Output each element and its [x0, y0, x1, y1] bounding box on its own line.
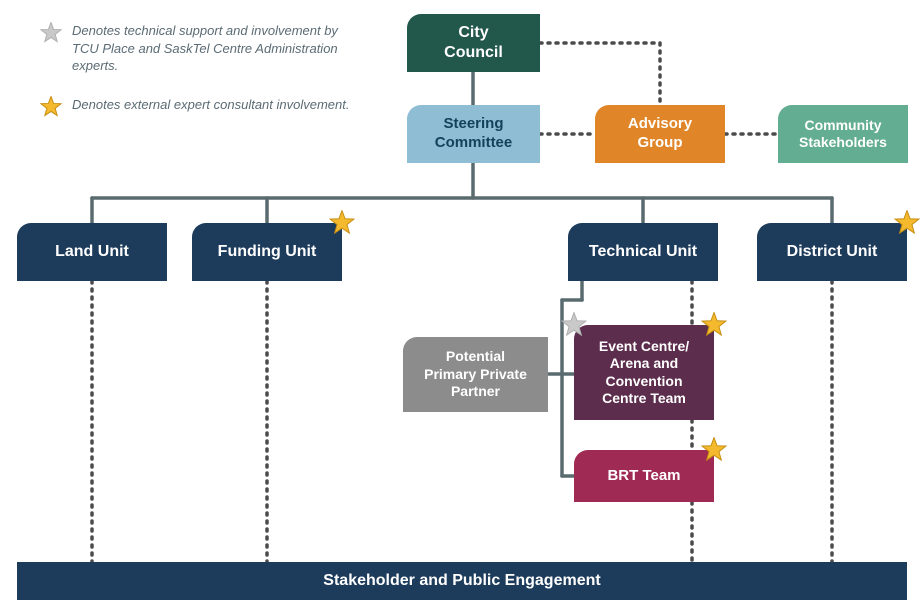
node-label: CommunityStakeholders	[799, 117, 887, 152]
node-city-council: CityCouncil	[407, 14, 540, 72]
node-label: Stakeholder and Public Engagement	[323, 571, 600, 591]
node-land-unit: Land Unit	[17, 223, 167, 281]
node-stakeholders: CommunityStakeholders	[778, 105, 908, 163]
node-brt-team: BRT Team	[574, 450, 714, 502]
node-label: Land Unit	[55, 242, 129, 262]
node-label: Event Centre/Arena andConventionCentre T…	[599, 338, 689, 408]
connector-lines	[0, 0, 922, 610]
node-label: District Unit	[787, 242, 878, 262]
node-technical-unit: Technical Unit	[568, 223, 718, 281]
star-gold-icon	[40, 96, 62, 123]
node-footer: Stakeholder and Public Engagement	[17, 562, 907, 600]
star-grey-icon	[40, 22, 62, 49]
node-label: AdvisoryGroup	[628, 115, 692, 153]
legend-item: Denotes technical support and involvemen…	[40, 22, 350, 75]
node-ppp: PotentialPrimary PrivatePartner	[403, 337, 548, 412]
node-label: BRT Team	[607, 467, 680, 486]
node-advisory: AdvisoryGroup	[595, 105, 725, 163]
node-funding-unit: Funding Unit	[192, 223, 342, 281]
legend-text: Denotes external expert consultant invol…	[72, 96, 350, 114]
node-label: SteeringCommittee	[435, 115, 513, 153]
node-district-unit: District Unit	[757, 223, 907, 281]
node-event-team: Event Centre/Arena andConventionCentre T…	[574, 325, 714, 420]
node-label: Funding Unit	[218, 242, 317, 262]
node-label: PotentialPrimary PrivatePartner	[424, 348, 527, 401]
node-label: Technical Unit	[589, 242, 697, 262]
legend-text: Denotes technical support and involvemen…	[72, 22, 350, 75]
legend-item: Denotes external expert consultant invol…	[40, 96, 350, 123]
node-steering: SteeringCommittee	[407, 105, 540, 163]
node-label: CityCouncil	[444, 23, 503, 63]
